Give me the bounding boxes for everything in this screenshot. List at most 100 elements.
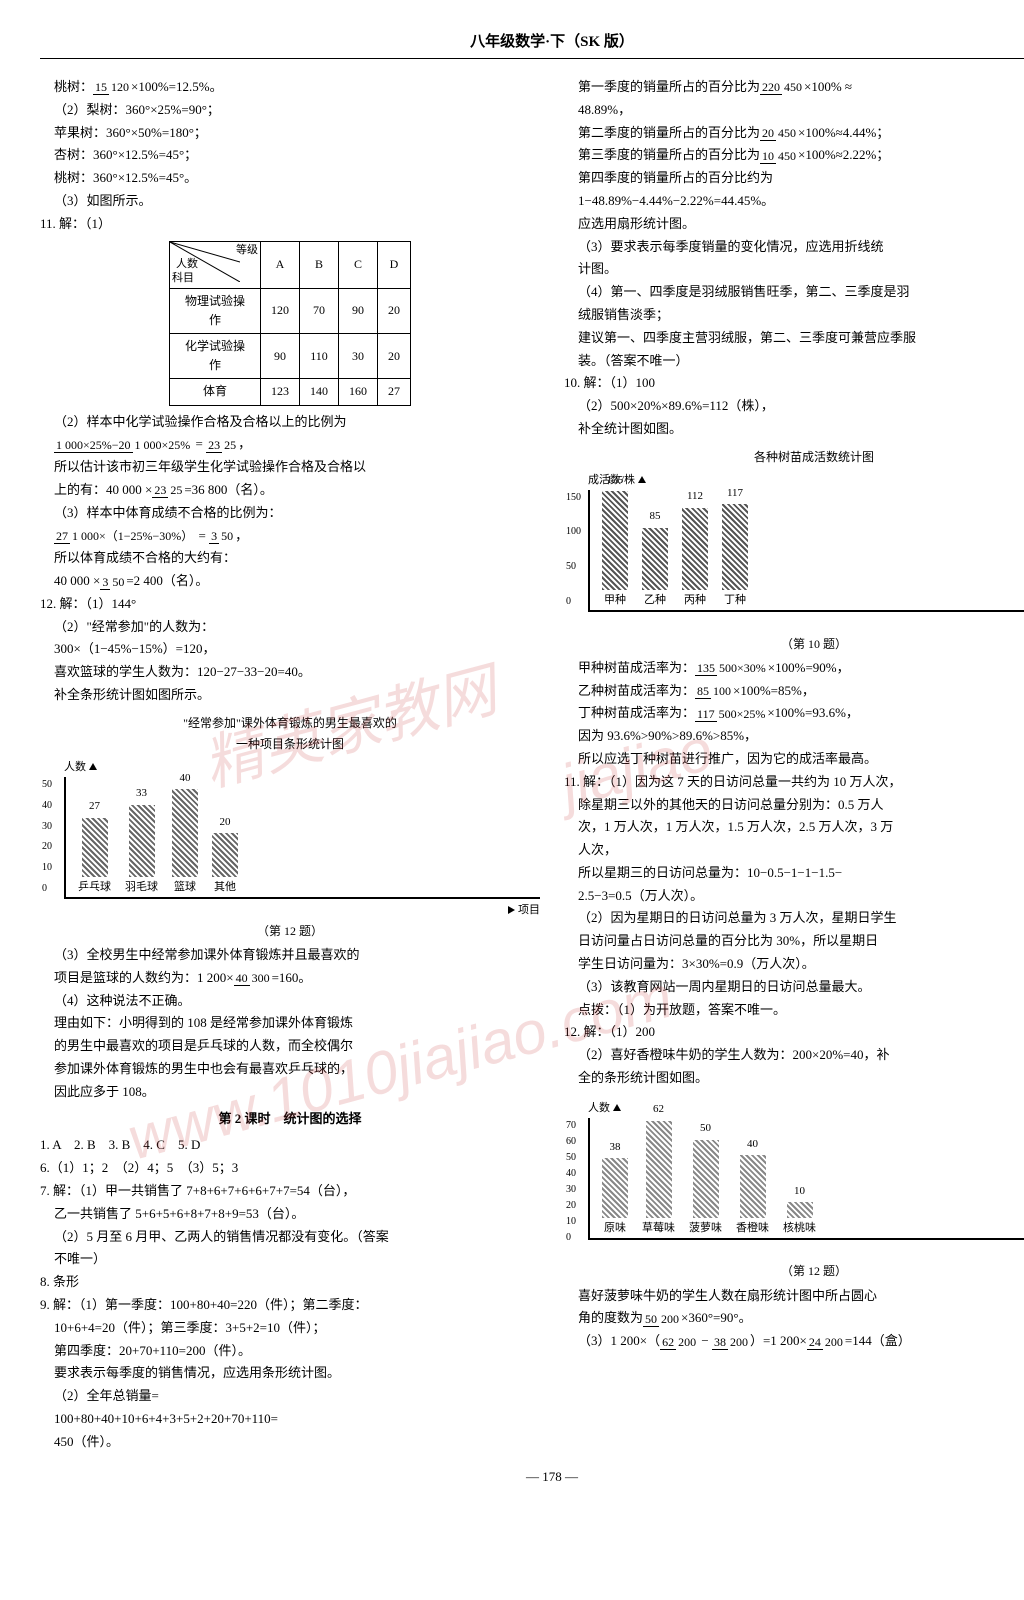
cell: 123 xyxy=(261,379,300,405)
text: 450（件）。 xyxy=(40,1432,540,1453)
text: （3）要求表示每季度销量的变化情况，应选用折线统 xyxy=(564,237,1024,258)
question-11: 11. 解：（1） xyxy=(40,214,540,235)
row-lbl: 物理试验操作 xyxy=(170,288,261,333)
section-title: 第 2 课时 统计图的选择 xyxy=(40,1109,540,1130)
answers: 1. A 2. B 3. B 4. C 5. D xyxy=(40,1135,540,1156)
text: 乙种树苗成活率为： xyxy=(578,683,695,698)
frac-den: 500×25% xyxy=(717,707,768,721)
frac-den: 100 xyxy=(711,684,733,698)
caption: （第 12 题） xyxy=(564,1262,1024,1281)
frac-num: 24 xyxy=(807,1335,823,1350)
left-column: 桃树：15120×100%=12.5%。 （2）梨树：360°×25%=90°；… xyxy=(40,75,540,1455)
text: 参加课外体育锻炼的男生中也会有最喜欢乒乓球的， xyxy=(40,1059,540,1080)
text: 1−48.89%−4.44%−2.22%=44.45%。 xyxy=(564,191,1024,212)
row-lbl: 体育 xyxy=(170,379,261,405)
text: 桃树：360°×12.5%=45°。 xyxy=(40,168,540,189)
cell: 20 xyxy=(378,333,411,378)
text: 学生日访问量为：3×30%=0.9（万人次）。 xyxy=(564,954,1024,975)
question-9: 9. 解：（1）第一季度：100+80+40=220（件）；第二季度： xyxy=(40,1295,540,1316)
frac-den: 1 000×（1−25%−30%） xyxy=(70,529,195,543)
y-label: 人数 xyxy=(588,1102,610,1114)
cell: 30 xyxy=(339,333,378,378)
frac-den: 25 xyxy=(168,483,184,497)
text: （2）"经常参加"的人数为： xyxy=(40,617,540,638)
cell: 120 xyxy=(261,288,300,333)
page-header: 八年级数学·下（SK 版） xyxy=(40,30,1024,59)
text: 次，1 万人次，1 万人次，1.5 万人次，2.5 万人次，3 万 xyxy=(564,817,1024,838)
question-10: 10. 解：（1）100 xyxy=(564,373,1024,394)
text: ， xyxy=(235,528,248,543)
corner: 等级 xyxy=(236,242,258,260)
corner: 科目 xyxy=(172,270,194,288)
frac-den: 200 xyxy=(728,1335,750,1349)
text: 角的度数为 xyxy=(578,1310,643,1325)
text: 桃树： xyxy=(54,79,93,94)
text: （3）该教育网站一周内星期日的日访问总量最大。 xyxy=(564,977,1024,998)
arrow-up-icon xyxy=(638,476,646,483)
text: （2）梨树：360°×25%=90°； xyxy=(40,100,540,121)
text: ×100%≈4.44%； xyxy=(798,125,889,140)
th: C xyxy=(339,241,378,288)
text: （3）样本中体育成绩不合格的比例为： xyxy=(40,503,540,524)
frac-den: 200 xyxy=(823,1335,845,1349)
frac-den: 450 xyxy=(776,126,798,140)
text: 项目是篮球的人数约为：1 200× xyxy=(54,970,234,985)
text: 杏树：360°×12.5%=45°； xyxy=(40,145,540,166)
frac-num: 3 xyxy=(209,529,219,544)
y-label: 人数 xyxy=(64,761,86,773)
frac-num: 50 xyxy=(643,1312,659,1327)
text: ×100%=90%， xyxy=(768,660,850,675)
question-11r: 11. 解：（1）因为这 7 天的日访问总量一共约为 10 万人次， xyxy=(564,772,1024,793)
frac-num: 220 xyxy=(760,80,782,95)
text: 甲种树苗成活率为： xyxy=(578,660,695,675)
text: 应选用扇形统计图。 xyxy=(564,214,1024,235)
text: 理由如下：小明得到的 108 是经常参加课外体育锻炼 xyxy=(40,1013,540,1034)
chart-title: 各种树苗成活数统计图 xyxy=(564,448,1024,467)
text: （3）全校男生中经常参加课外体育锻炼并且最喜欢的 xyxy=(40,945,540,966)
text: =144（盒） xyxy=(845,1333,911,1348)
frac-den: 50 xyxy=(110,575,126,589)
cell: 90 xyxy=(339,288,378,333)
cell: 90 xyxy=(261,333,300,378)
text: 装。（答案不唯一） xyxy=(564,351,1024,372)
frac-den: 25 xyxy=(222,438,238,452)
caption: （第 10 题） xyxy=(564,635,1024,654)
text: 第二季度的销量所占的百分比为 xyxy=(578,125,760,140)
text: （2）喜好香橙味牛奶的学生人数为：200×20%=40，补 xyxy=(564,1045,1024,1066)
text: 48.89%， xyxy=(564,100,1024,121)
frac-num: 1 000×25%−20 xyxy=(54,438,133,453)
text: 不唯一） xyxy=(40,1249,540,1270)
question-8: 8. 条形 xyxy=(40,1272,540,1293)
text: 100+80+40+10+6+4+3+5+2+20+70+110= xyxy=(40,1409,540,1430)
frac-num: 27 xyxy=(54,529,70,544)
text: 第三季度的销量所占的百分比为 xyxy=(578,147,760,162)
text: ×100%≈2.22%； xyxy=(798,147,889,162)
text: （2）因为星期日的日访问总量为 3 万人次，星期日学生 xyxy=(564,908,1024,929)
text: 计图。 xyxy=(564,259,1024,280)
th: B xyxy=(300,241,339,288)
frac-num: 135 xyxy=(695,661,717,676)
frac-den: 1 000×25% xyxy=(133,438,193,452)
text: ×100%=85%， xyxy=(733,683,815,698)
text: （2）500×20%×89.6%=112（株）， xyxy=(564,396,1024,417)
cell: 140 xyxy=(300,379,339,405)
text: 建议第一、四季度主营羽绒服，第二、三季度可兼营应季服 xyxy=(564,328,1024,349)
frac-den: 450 xyxy=(782,80,804,94)
frac-num: 20 xyxy=(760,126,776,141)
frac-num: 23 xyxy=(206,438,222,453)
frac-num: 117 xyxy=(695,707,717,722)
frac-den: 120 xyxy=(109,80,131,94)
right-column: 第一季度的销量所占的百分比为220450×100% ≈ 48.89%， 第二季度… xyxy=(564,75,1024,1455)
chart-title: "经常参加"课外体育锻炼的男生最喜欢的 xyxy=(40,714,540,733)
text: 丁种树苗成活率为： xyxy=(578,705,695,720)
text: 人次， xyxy=(564,840,1024,861)
text: ， xyxy=(238,436,251,451)
arrow-right-icon xyxy=(508,906,515,914)
frac-num: 40 xyxy=(234,971,250,986)
page-number: — 178 — xyxy=(40,1467,1024,1488)
text: （4）第一、四季度是羽绒服销售旺季，第二、三季度是羽 xyxy=(564,282,1024,303)
text: 40 000 × xyxy=(54,573,100,588)
question-12: 12. 解：（1）144° xyxy=(40,594,540,615)
text: ×100%=12.5%。 xyxy=(131,79,223,94)
row-lbl: 化学试验操作 xyxy=(170,333,261,378)
